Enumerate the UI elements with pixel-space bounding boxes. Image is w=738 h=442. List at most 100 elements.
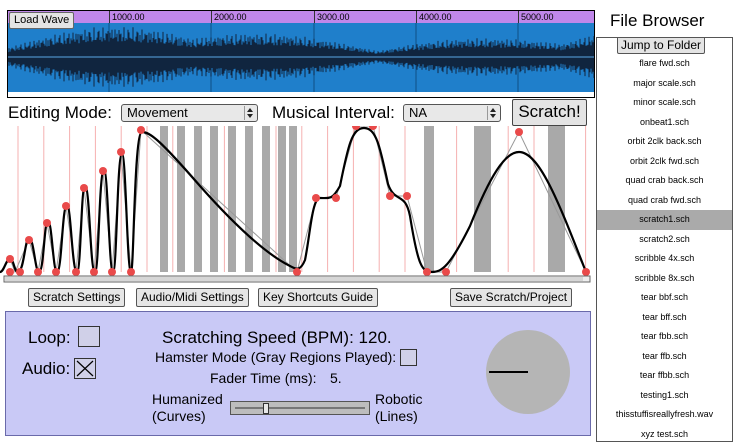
control-point <box>127 268 135 276</box>
curve-scrollbar-thumb <box>5 277 583 281</box>
save-scratch-project-button[interactable]: Save Scratch/Project <box>450 288 573 307</box>
file-list: flare fwd.sch major scale.sch minor scale.… <box>597 54 732 441</box>
fader-time-label: Fader Time (ms): <box>210 370 317 386</box>
control-point <box>62 202 70 210</box>
humanized-sublabel: (Curves) <box>152 408 206 424</box>
control-point <box>403 192 411 200</box>
robotic-label: Robotic <box>375 391 423 407</box>
control-point <box>352 126 360 130</box>
control-point <box>6 255 14 263</box>
control-point <box>442 268 450 276</box>
loop-checkbox[interactable] <box>78 326 100 347</box>
control-point <box>332 194 340 202</box>
control-point <box>6 268 14 276</box>
file-list-item[interactable]: orbit 2clk fwd.sch <box>629 155 700 166</box>
file-list-item[interactable]: testing1.sch <box>640 389 689 400</box>
control-point <box>293 268 301 276</box>
file-browser-title: File Browser <box>610 11 705 30</box>
key-shortcuts-guide-button[interactable]: Key Shortcuts Guide <box>258 288 379 307</box>
fader-time-value: 5. <box>330 370 342 386</box>
audio-midi-settings-button[interactable]: Audio/Midi Settings <box>136 288 249 307</box>
robotic-sublabel: (Lines) <box>375 408 418 424</box>
control-point <box>25 236 33 244</box>
ruler-tick: 1000.00 <box>109 11 145 23</box>
gray-region <box>262 126 270 272</box>
file-list-item[interactable]: scribble 8x.sch <box>634 272 695 283</box>
hamster-mode-label: Hamster Mode (Gray Regions Played): <box>155 349 397 365</box>
editing-mode-label: Editing Mode: <box>8 103 112 122</box>
file-list-item[interactable]: onbeat1.sch <box>639 116 690 127</box>
ruler-tick: 4000.00 <box>416 11 452 23</box>
humanized-label: Humanized <box>152 391 223 407</box>
file-list-item[interactable]: tear bbf.sch <box>640 292 689 302</box>
control-point <box>99 167 107 175</box>
file-list-item[interactable]: scribble 4x.sch <box>634 253 695 263</box>
settings-panel: Loop: Audio: Scratching Speed (BPM): 120… <box>5 311 591 436</box>
checkmark-x-icon <box>76 360 94 377</box>
scratch-button[interactable]: Scratch! <box>512 99 587 126</box>
control-point <box>16 268 24 276</box>
file-list-item[interactable]: tear ffb.sch <box>642 350 687 361</box>
select-arrows-icon <box>487 106 497 120</box>
file-list-item[interactable]: thisstuffisreallyfresh.wav <box>615 409 714 419</box>
gray-region <box>177 126 185 272</box>
file-list-item[interactable]: tear fbb.sch <box>640 331 689 341</box>
audio-label: Audio: <box>22 359 71 378</box>
control-point <box>386 192 394 200</box>
control-point <box>515 128 523 136</box>
control-polygon <box>9 126 587 274</box>
file-list-item[interactable]: major scale.sch <box>633 77 696 88</box>
load-wave-button[interactable]: Load Wave <box>9 12 75 29</box>
jump-to-folder-button[interactable]: Jump to Folder <box>617 38 705 54</box>
curve-graphic <box>0 126 591 283</box>
scratching-speed-text: Scratching Speed (BPM): 120. <box>162 328 392 347</box>
control-point <box>80 184 88 192</box>
file-list-item[interactable]: tear ffbb.sch <box>639 370 690 380</box>
gray-region <box>210 126 218 272</box>
turntable-knob[interactable] <box>486 330 570 414</box>
file-list-item[interactable]: tear bff.sch <box>642 311 687 322</box>
slider-thumb[interactable] <box>263 403 269 414</box>
gray-region <box>160 126 168 272</box>
file-list-item[interactable]: quad crab back.sch <box>625 175 704 185</box>
control-point <box>312 194 320 202</box>
control-point <box>43 219 51 227</box>
control-point <box>34 268 42 276</box>
waveform-panel[interactable]: 1000.00 2000.00 3000.00 4000.00 5000.00 … <box>7 10 595 98</box>
file-list-item[interactable]: quad crab fwd.sch <box>627 194 702 205</box>
gray-region <box>228 126 236 272</box>
ruler-tick: 2000.00 <box>211 11 247 23</box>
hamster-mode-checkbox[interactable] <box>400 349 417 366</box>
curve-style-slider[interactable] <box>230 401 370 415</box>
file-browser-panel: Jump to Folder flare fwd.sch major scale.… <box>596 37 733 442</box>
control-point <box>90 268 98 276</box>
audio-checkbox[interactable] <box>74 358 96 379</box>
musical-interval-label: Musical Interval: <box>272 103 395 122</box>
file-list-item[interactable]: xyz test.sch <box>640 428 688 439</box>
musical-interval-select[interactable]: NA <box>403 104 501 122</box>
editing-mode-value: Movement <box>127 105 188 120</box>
knob-indicator-icon <box>489 371 528 373</box>
loop-label: Loop: <box>28 328 71 347</box>
musical-interval-value: NA <box>409 105 428 120</box>
control-point <box>52 268 60 276</box>
file-list-item[interactable]: flare fwd.sch <box>639 58 690 68</box>
file-list-item[interactable]: scratch1.sch <box>597 210 732 230</box>
waveform-display[interactable] <box>8 23 594 92</box>
file-list-item[interactable]: scratch2.sch <box>639 233 690 244</box>
control-point <box>423 268 431 276</box>
editing-mode-select[interactable]: Movement <box>121 104 258 122</box>
control-point <box>117 148 125 156</box>
control-point <box>108 268 116 276</box>
control-point <box>72 268 80 276</box>
scratch-curve-editor[interactable] <box>0 126 595 284</box>
control-point <box>369 126 377 130</box>
ruler-tick: 3000.00 <box>314 11 350 23</box>
file-list-item[interactable]: minor scale.sch <box>633 97 696 107</box>
waveform-graphic <box>8 23 594 92</box>
select-arrows-icon <box>244 106 254 120</box>
scratch-settings-button[interactable]: Scratch Settings <box>28 288 126 307</box>
gray-region <box>194 126 202 272</box>
file-list-item[interactable]: orbit 2clk back.sch <box>627 136 702 146</box>
time-ruler: 1000.00 2000.00 3000.00 4000.00 5000.00 <box>8 11 594 23</box>
